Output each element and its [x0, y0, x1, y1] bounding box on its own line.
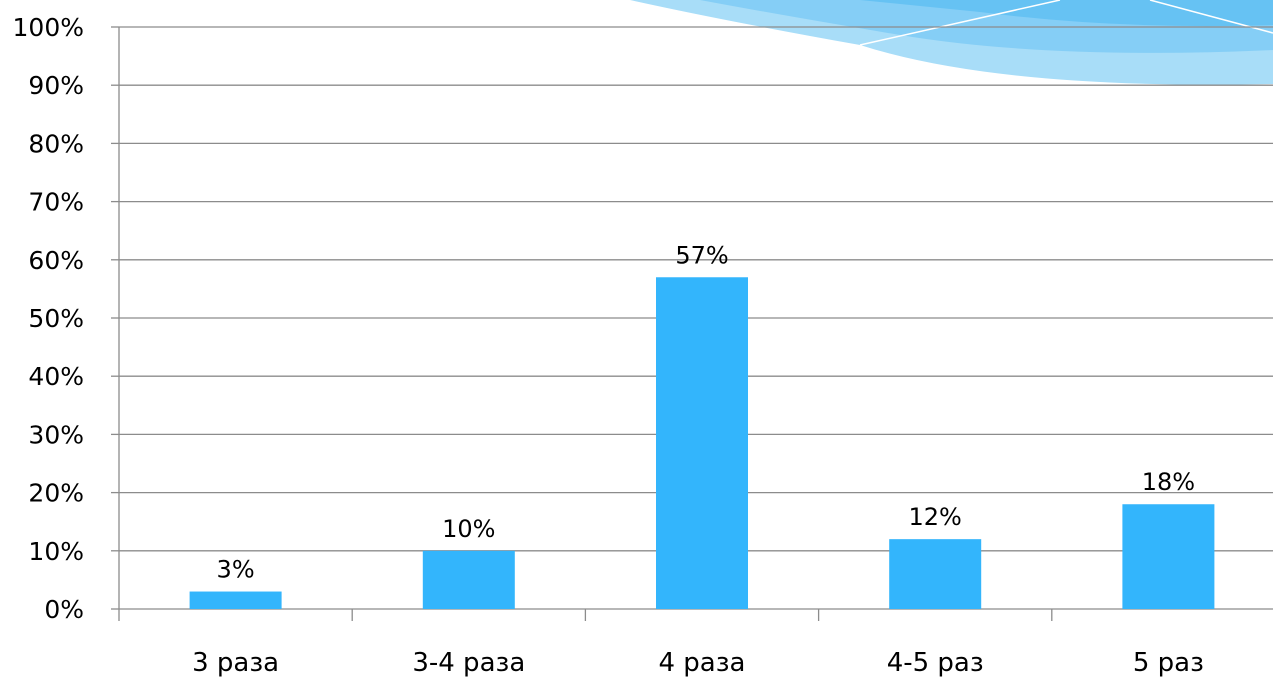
- y-tick-label: 70%: [28, 188, 84, 217]
- y-tick-label: 80%: [28, 129, 84, 158]
- x-category-label: 4 раза: [658, 648, 745, 678]
- bar: [889, 539, 982, 609]
- y-tick-label: 30%: [28, 420, 84, 449]
- data-label: 10%: [442, 515, 495, 543]
- y-tick-label: 10%: [28, 537, 84, 566]
- data-label: 12%: [909, 503, 962, 531]
- data-label: 3%: [217, 556, 255, 584]
- y-tick-label: 100%: [13, 13, 84, 42]
- bar: [189, 591, 282, 609]
- x-category-label: 3-4 раза: [412, 648, 525, 678]
- data-label: 57%: [675, 241, 728, 269]
- decorative-swoosh: [630, 0, 1273, 85]
- labels: 0% 10% 20% 30% 40% 50% 60% 70% 80% 90% 100% 3% 3 раз…: [13, 13, 1204, 678]
- bar: [422, 550, 515, 609]
- x-category-label: 4-5 раз: [887, 648, 984, 678]
- bars: [189, 277, 1215, 609]
- y-tick-label: 40%: [28, 362, 84, 391]
- y-tick-label: 20%: [28, 479, 84, 508]
- bar: [1122, 504, 1215, 609]
- y-tick-label: 0%: [44, 595, 84, 624]
- y-tick-label: 90%: [28, 71, 84, 100]
- y-tick-label: 50%: [28, 304, 84, 333]
- x-category-label: 5 раз: [1133, 648, 1204, 678]
- data-label: 18%: [1142, 468, 1195, 496]
- x-category-label: 3 раза: [192, 648, 279, 678]
- bar: [656, 277, 748, 609]
- y-tick-label: 60%: [28, 246, 84, 275]
